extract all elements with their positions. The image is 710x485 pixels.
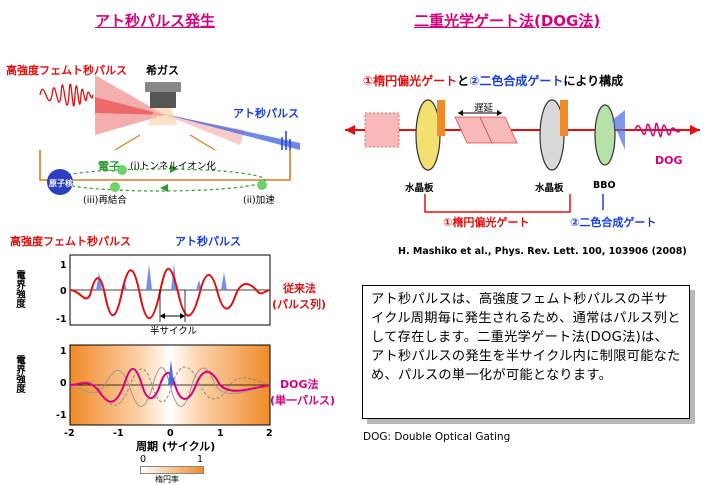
plot-top-method: 従来法	[283, 282, 316, 295]
laser-beam	[95, 75, 165, 135]
colorbar-label: 楕円率	[155, 475, 179, 484]
plot-bottom-field-curve	[69, 367, 271, 403]
plot-top-as-label: アト秒パルス	[175, 235, 241, 248]
xtick-1: 1	[217, 428, 224, 439]
fs-pulse-wave	[39, 83, 94, 107]
plot-bottom-method: DOG法	[280, 378, 319, 391]
dog-output-label: DOG	[655, 154, 683, 167]
plot-bottom-ytick-1: 1	[60, 346, 67, 357]
plot-bottom-ylabel: 電界強度	[14, 355, 25, 393]
dog-subtitle: ①楕円偏光ゲートと②二色合成ゲートにより構成	[363, 72, 623, 89]
plot-top	[69, 254, 271, 326]
subtitle-suffix: により構成	[563, 74, 624, 88]
step-recombination: (iii)再結合	[83, 195, 127, 206]
gate2-label: ②二色合成ゲート	[570, 216, 657, 229]
plot-top-method-sub: (パルス列)	[272, 298, 327, 311]
hhg-schematic	[39, 75, 300, 195]
harmonic-beam	[160, 113, 300, 150]
plot-top-ytick-neg1: -1	[56, 314, 67, 325]
footnote: DOG: Double Optical Gating	[363, 431, 511, 443]
bbo-label: BBO	[593, 180, 616, 191]
input-pulse	[364, 112, 400, 148]
dog-output-pulse	[634, 122, 681, 138]
xtick-0: 0	[167, 428, 174, 439]
gate1-bracket	[424, 194, 604, 213]
colorbar-gradient	[140, 466, 204, 474]
half-cycle-label: 半サイクル	[150, 326, 198, 337]
plot-top-ytick-0: 0	[60, 286, 67, 297]
plot-top-ylabel: 電界強度	[14, 270, 25, 308]
nucleus	[47, 169, 73, 195]
gate1-label: ①楕円偏光ゲート	[443, 216, 530, 229]
gas-label: 希ガス	[146, 64, 179, 77]
left-panel-title: アト秒パルス発生	[95, 12, 216, 30]
dog-optical-setup	[345, 99, 700, 171]
fs-pulse-label: 高強度フェムト秒パルス	[6, 64, 127, 77]
subtitle-gate1: ①楕円偏光ゲート	[363, 74, 458, 88]
colorbar-min: 0	[140, 454, 147, 465]
description-box: アト秒パルスは、高強度フェムト秒パルスの半サイクル周期毎に発生されるため、通常は…	[362, 285, 690, 419]
nucleus-label: 原子核	[49, 179, 73, 188]
plot-bottom-ytick-neg1: -1	[56, 410, 67, 421]
bbo-crystal	[594, 104, 616, 166]
plot-bottom	[69, 344, 271, 426]
gas-nozzle	[150, 90, 176, 108]
quartz-plate-1	[415, 99, 441, 171]
delay-label: 遅延	[474, 103, 494, 114]
subtitle-gate2: ②二色合成ゲート	[469, 74, 564, 88]
as-pulse-label: アト秒パルス	[233, 107, 299, 120]
right-panel-title: 二重光学ゲート法(DOG法)	[414, 12, 601, 30]
plot-top-fs-label: 高強度フェムト秒パルス	[10, 235, 131, 248]
electron-label: 電子	[98, 160, 120, 173]
xtick-neg2: -2	[64, 428, 75, 439]
colorbar-max: 1	[197, 454, 204, 465]
plot-top-field-curve	[69, 267, 271, 319]
citation: H. Mashiko et al., Phys. Rev. Lett. 100,…	[398, 246, 687, 257]
subtitle-and: と	[457, 74, 470, 88]
plot-bottom-ytick-0: 0	[60, 378, 67, 389]
as-pulse-spikes	[281, 131, 291, 150]
quartz-plate-2-label: 水晶板	[535, 183, 564, 194]
xtick-2: 2	[266, 428, 273, 439]
plot-bottom-method-sub: (単一パルス)	[270, 394, 336, 407]
description-text: アト秒パルスは、高強度フェムト秒パルスの半サイクル周期毎に発生されるため、通常は…	[371, 292, 681, 383]
xtick-neg1: -1	[113, 428, 124, 439]
step-tunnel-ionization: (i)トンネルイオン化	[130, 161, 216, 172]
plot-bottom-single-pulse	[168, 360, 174, 385]
plot-bottom-xlabel: 周期 (サイクル)	[136, 440, 216, 453]
step-acceleration: (ii)加速	[243, 195, 275, 206]
quartz-plate-1-label: 水晶板	[405, 183, 434, 194]
plot-top-ytick-1: 1	[60, 260, 67, 271]
